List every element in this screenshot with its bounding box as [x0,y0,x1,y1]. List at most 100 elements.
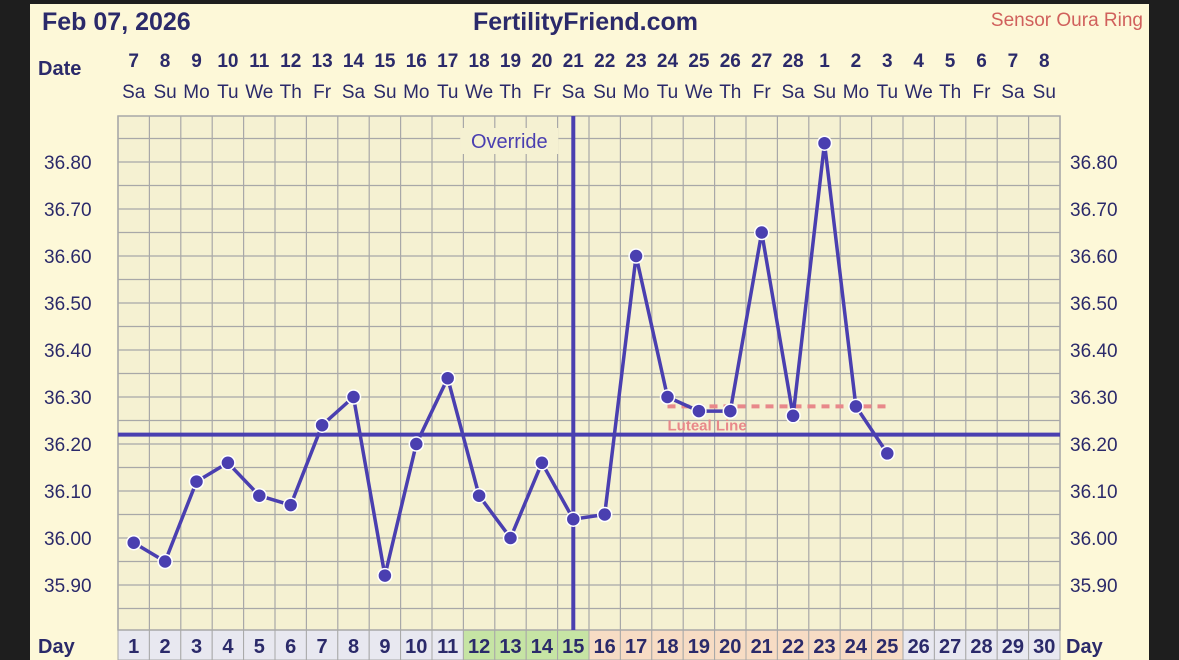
day-number: 21 [751,636,773,658]
temperature-point [691,403,707,419]
temperature-point [628,248,644,264]
day-number: 20 [719,636,741,658]
day-number: 29 [1002,636,1024,658]
site-title[interactable]: FertilityFriend.com [473,8,699,36]
day-number: 23 [813,636,835,658]
day-cell [996,629,1030,660]
weekday-label: Su [813,82,836,103]
y-tick-left: 36.80 [44,153,92,174]
date-label: 23 [626,51,647,72]
weekday-label: Mo [403,82,429,103]
date-header: Date 7Sa8Su9Mo10Tu11We12Th13Fr14Sa15Su16M… [38,51,1056,103]
temperature-point [408,436,425,452]
day-number: 13 [499,636,521,658]
grid-lines [117,115,1061,631]
temperature-point [314,417,330,433]
weekday-label: Sa [562,82,586,103]
temperature-point [785,408,801,424]
day-number: 2 [160,636,171,658]
temperature-point [188,473,205,490]
temperature-point [848,398,864,415]
day-number: 26 [908,636,930,658]
y-tick-right: 36.40 [1070,341,1118,362]
weekday-label: Th [280,82,302,103]
weekday-label: Sa [1001,82,1025,103]
day-number: 24 [845,636,868,658]
weekday-label: Sa [781,82,805,103]
date-label: 16 [406,51,427,72]
day-cell [651,629,684,660]
day-number: 15 [562,636,584,658]
weekday-label: Fr [313,82,332,103]
y-tick-right: 36.80 [1070,153,1118,174]
y-tick-left: 36.50 [44,294,92,315]
temperature-point [125,534,142,551]
luteal-line-label: Luteal Line [668,417,747,434]
day-number: 7 [317,636,328,658]
day-cell [274,629,307,660]
day-number: 3 [191,636,202,658]
day-number: 4 [222,636,234,658]
day-cell [525,629,559,660]
y-tick-left: 36.40 [44,341,92,362]
day-number: 17 [625,636,647,658]
date-label: 22 [594,51,615,72]
day-number: 10 [405,636,427,658]
y-tick-left: 36.30 [44,388,92,409]
date-label: 7 [1008,51,1019,72]
y-tick-right: 36.70 [1070,200,1118,221]
date-label: 12 [280,51,301,72]
weekday-label: Tu [437,82,458,103]
y-tick-right: 36.50 [1070,294,1118,315]
weekday-label: Fr [753,82,772,103]
date-label: 21 [563,51,585,72]
y-tick-left: 35.90 [44,576,92,597]
weekday-label: Mo [183,82,209,103]
temperature-point [251,487,268,504]
date-label: 26 [720,51,741,72]
override-label-bg [460,128,559,154]
date-label: 4 [913,51,924,72]
date-label: 13 [312,51,333,72]
weekday-label: Su [373,82,396,103]
date-label: 28 [783,51,804,72]
weekday-label: Sa [122,82,146,103]
day-cell [871,629,904,660]
day-number: 27 [939,636,961,658]
day-cell [494,629,527,660]
date-label: 14 [343,51,365,72]
weekday-label: We [245,82,273,103]
y-tick-right: 36.10 [1070,482,1118,503]
temperature-point [471,487,487,504]
day-number: 19 [688,636,710,658]
date-row-label: Date [38,58,81,80]
temperature-point [565,511,582,527]
day-number: 30 [1033,636,1055,658]
day-number: 12 [468,636,490,658]
temperature-point [282,497,299,513]
y-axis-ticks: 35.90 35.90 36.00 36.00 36.10 36.10 36.20 36.20… [44,153,1118,597]
temperature-point [502,530,519,546]
y-tick-right: 36.30 [1070,388,1118,409]
day-cell [180,629,213,660]
day-number: 22 [782,636,804,658]
temperature-point [220,455,236,471]
day-number: 28 [970,636,992,658]
y-tick-left: 36.70 [44,200,92,221]
temperature-point [659,389,676,405]
weekday-label: Su [1033,82,1056,103]
temperature-point [596,506,613,523]
day-number: 8 [348,636,359,658]
day-number: 14 [531,636,554,658]
temperature-point [157,553,173,570]
weekday-label: Th [719,82,741,103]
temperature-point [377,567,393,584]
date-label: 1 [819,51,830,72]
weekday-label: Su [593,82,616,103]
day-cell [431,629,464,660]
weekday-label: Th [499,82,521,103]
date-label: 11 [249,51,270,72]
date-label: 6 [976,51,987,72]
day-number: 25 [876,636,898,658]
